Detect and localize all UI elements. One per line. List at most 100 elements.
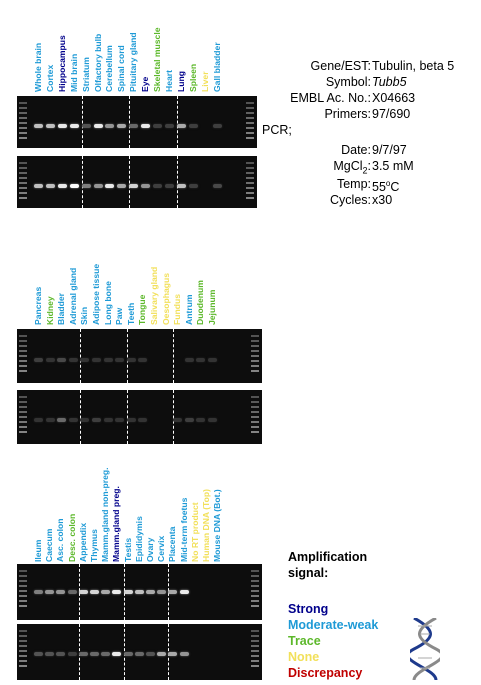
lane-label-col: Appendix bbox=[78, 466, 90, 562]
lane-label-col: Spinal cord bbox=[116, 12, 128, 92]
lane-divider bbox=[80, 329, 82, 383]
lane-label-col: Spleen bbox=[188, 12, 200, 92]
symbol-value: Tubb5 bbox=[372, 75, 407, 89]
lane-label: Caecum bbox=[44, 528, 55, 562]
lane-label: Cerebellum bbox=[104, 45, 115, 92]
pcr-label: PCR; bbox=[262, 123, 292, 137]
temp-row: Temp: 55oC bbox=[262, 176, 481, 195]
legend-title-line1: Amplification bbox=[288, 550, 368, 564]
lane-label: Ovary bbox=[145, 537, 155, 562]
pcr-band bbox=[184, 358, 194, 362]
lane-label-col: Desc. colon bbox=[67, 466, 79, 562]
mgcl-label-main: MgCl bbox=[333, 159, 363, 173]
pcr-band bbox=[34, 358, 43, 362]
ladder-band bbox=[19, 360, 27, 362]
lane-label-col: Eye bbox=[140, 12, 152, 92]
lane-label-col: Cerebellum bbox=[104, 12, 116, 92]
pcr-band bbox=[188, 184, 198, 188]
ladder-band bbox=[246, 167, 254, 169]
lane-label: Olfactory bulb bbox=[92, 33, 103, 92]
ladder-band bbox=[251, 635, 259, 637]
ladder-band bbox=[251, 431, 259, 433]
pcr-band bbox=[80, 418, 90, 422]
pcr-band bbox=[134, 590, 144, 594]
ladder-band bbox=[251, 645, 259, 647]
ladder-band bbox=[19, 340, 27, 342]
lane-label-col: Jejunum bbox=[207, 255, 219, 325]
ladder-band bbox=[19, 117, 27, 119]
lane-label-col: Testis bbox=[123, 466, 135, 562]
lane-label: Adrenal gland bbox=[67, 267, 78, 325]
lane-label: Cervix bbox=[156, 535, 167, 562]
ladder-band bbox=[19, 575, 27, 577]
pcr-band bbox=[115, 358, 125, 362]
lane-label: Mamm.gland non-preg. bbox=[100, 467, 111, 562]
lane-label: Skeletal muscle bbox=[152, 27, 162, 93]
mgcl-label-colon: : bbox=[367, 159, 371, 173]
ladder-band bbox=[251, 350, 259, 352]
pcr-band bbox=[92, 358, 101, 362]
pcr-band bbox=[103, 418, 113, 422]
lane-label-col: Tongue bbox=[137, 255, 149, 325]
gel-panel-3: Ileum Caecum Asc. colon Desc. colon Appendix… bbox=[17, 466, 262, 684]
lane-label: Jejunum bbox=[207, 289, 217, 325]
lane-label: Pituitary gland bbox=[128, 32, 139, 92]
pcr-band bbox=[81, 124, 91, 128]
lane-divider bbox=[126, 390, 128, 444]
ladder-band bbox=[19, 421, 27, 423]
pcr-band bbox=[173, 418, 183, 422]
ladder-band bbox=[251, 650, 259, 652]
ladder-band bbox=[251, 655, 259, 657]
ladder-band bbox=[246, 122, 254, 124]
pcr-info: Gene/EST: Tubulin, beta 5 Symbol: Tubb5 … bbox=[262, 58, 481, 208]
lane-divider bbox=[176, 96, 178, 148]
legend-strong: Strong bbox=[288, 602, 329, 616]
ladder-band bbox=[19, 350, 27, 352]
lane-label-col: Striatum bbox=[81, 12, 93, 92]
ladder-band bbox=[19, 406, 27, 408]
ladder-band bbox=[251, 640, 259, 642]
pcr-band bbox=[129, 124, 139, 128]
pcr-band bbox=[179, 652, 189, 656]
ladder-band bbox=[19, 365, 27, 367]
ladder-band bbox=[19, 660, 27, 662]
symbol-label: Symbol: bbox=[325, 75, 371, 89]
ladder-band bbox=[251, 590, 259, 592]
temp-value: 55oC bbox=[372, 176, 399, 195]
pcr-band bbox=[34, 418, 43, 422]
gel-image bbox=[17, 624, 262, 680]
ladder-band bbox=[251, 416, 259, 418]
lane-label: Asc. colon bbox=[55, 518, 66, 562]
lane-label: Lung bbox=[175, 71, 186, 92]
lane-label-col: Oesophagus bbox=[161, 255, 173, 325]
embl-row: EMBL Ac. No.: X04663 bbox=[262, 90, 481, 106]
lane-label: Ileum bbox=[33, 539, 43, 562]
pcr-band bbox=[196, 358, 206, 362]
ladder-band bbox=[19, 396, 27, 398]
pcr-band bbox=[67, 590, 77, 594]
lane-label: Mamm.gland preg. bbox=[111, 486, 122, 562]
amplification-legend: Amplification signal: Strong Moderate-we… bbox=[288, 549, 473, 680]
primers-row: Primers: 97/690 bbox=[262, 106, 481, 122]
cycles-value: x30 bbox=[372, 193, 393, 207]
pcr-band bbox=[93, 124, 103, 128]
lane-divider bbox=[81, 96, 83, 148]
mgcl-row: MgCl2: 3.5 mM bbox=[262, 158, 481, 176]
lane-label-col: Olfactory bulb bbox=[93, 12, 105, 92]
gel-image bbox=[17, 564, 262, 620]
ladder-band bbox=[246, 117, 254, 119]
lane-label-col: Long bone bbox=[103, 255, 115, 325]
lane-label-col: Whole brain bbox=[33, 12, 45, 92]
ladder-band bbox=[251, 360, 259, 362]
pcr-band bbox=[141, 184, 151, 188]
pcr-band bbox=[45, 418, 55, 422]
lane-label: Oesophagus bbox=[160, 272, 171, 325]
gel-panel-2: Pancreas Kidney Bladder Adrenal gland Skin Ad… bbox=[17, 255, 262, 445]
lane-label-col: Hippocampus bbox=[57, 12, 69, 92]
cycles-label: Cycles: bbox=[330, 193, 371, 207]
ladder-band bbox=[19, 345, 27, 347]
lane-label-col: Duodenum bbox=[195, 255, 207, 325]
ladder-band bbox=[19, 112, 27, 114]
legend-none: None bbox=[288, 650, 320, 664]
pcr-band bbox=[117, 184, 127, 188]
